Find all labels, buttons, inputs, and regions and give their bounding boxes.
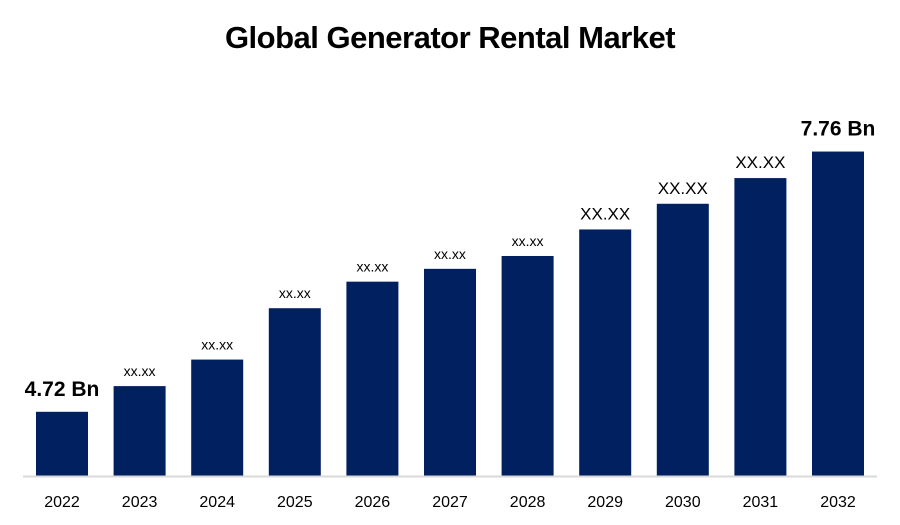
data-label-2031: XX.XX: [735, 153, 785, 172]
x-tick-label-2026: 2026: [355, 494, 391, 511]
data-label-2028: xx.xx: [512, 233, 544, 249]
bar-2032: [812, 151, 864, 476]
x-tick-label-2022: 2022: [44, 494, 80, 511]
data-label-2032: 7.76 Bn: [801, 118, 876, 141]
bar-2029: [579, 229, 632, 476]
x-tick-label-2029: 2029: [587, 494, 623, 511]
bar-2022: [36, 411, 88, 476]
x-tick-label-2032: 2032: [820, 494, 856, 511]
x-tick-label-2030: 2030: [665, 494, 701, 511]
data-label-2025: xx.xx: [279, 285, 311, 301]
bar-2025: [268, 308, 321, 476]
data-label-2027: xx.xx: [434, 246, 466, 262]
x-tick-label-2031: 2031: [743, 494, 779, 511]
bar-2023: [113, 386, 166, 476]
bar-2024: [191, 359, 244, 476]
data-label-2023: xx.xx: [124, 363, 156, 379]
bar-2030: [656, 203, 709, 476]
data-label-2024: xx.xx: [201, 337, 233, 353]
data-label-2022: 4.72 Bn: [25, 378, 100, 401]
x-tick-label-2025: 2025: [277, 494, 313, 511]
bar-2027: [424, 268, 476, 476]
bar-2026: [346, 281, 399, 476]
bar-2031: [734, 178, 787, 477]
chart-title: Global Generator Rental Market: [224, 20, 676, 55]
x-tick-label-2028: 2028: [510, 494, 546, 511]
x-tick-label-2024: 2024: [199, 494, 235, 511]
bar-2028: [501, 255, 554, 476]
data-label-2026: xx.xx: [356, 259, 388, 275]
data-label-2030: XX.XX: [658, 179, 708, 198]
data-label-2029: XX.XX: [580, 204, 630, 223]
x-tick-label-2027: 2027: [432, 494, 468, 511]
x-tick-label-2023: 2023: [122, 494, 158, 511]
